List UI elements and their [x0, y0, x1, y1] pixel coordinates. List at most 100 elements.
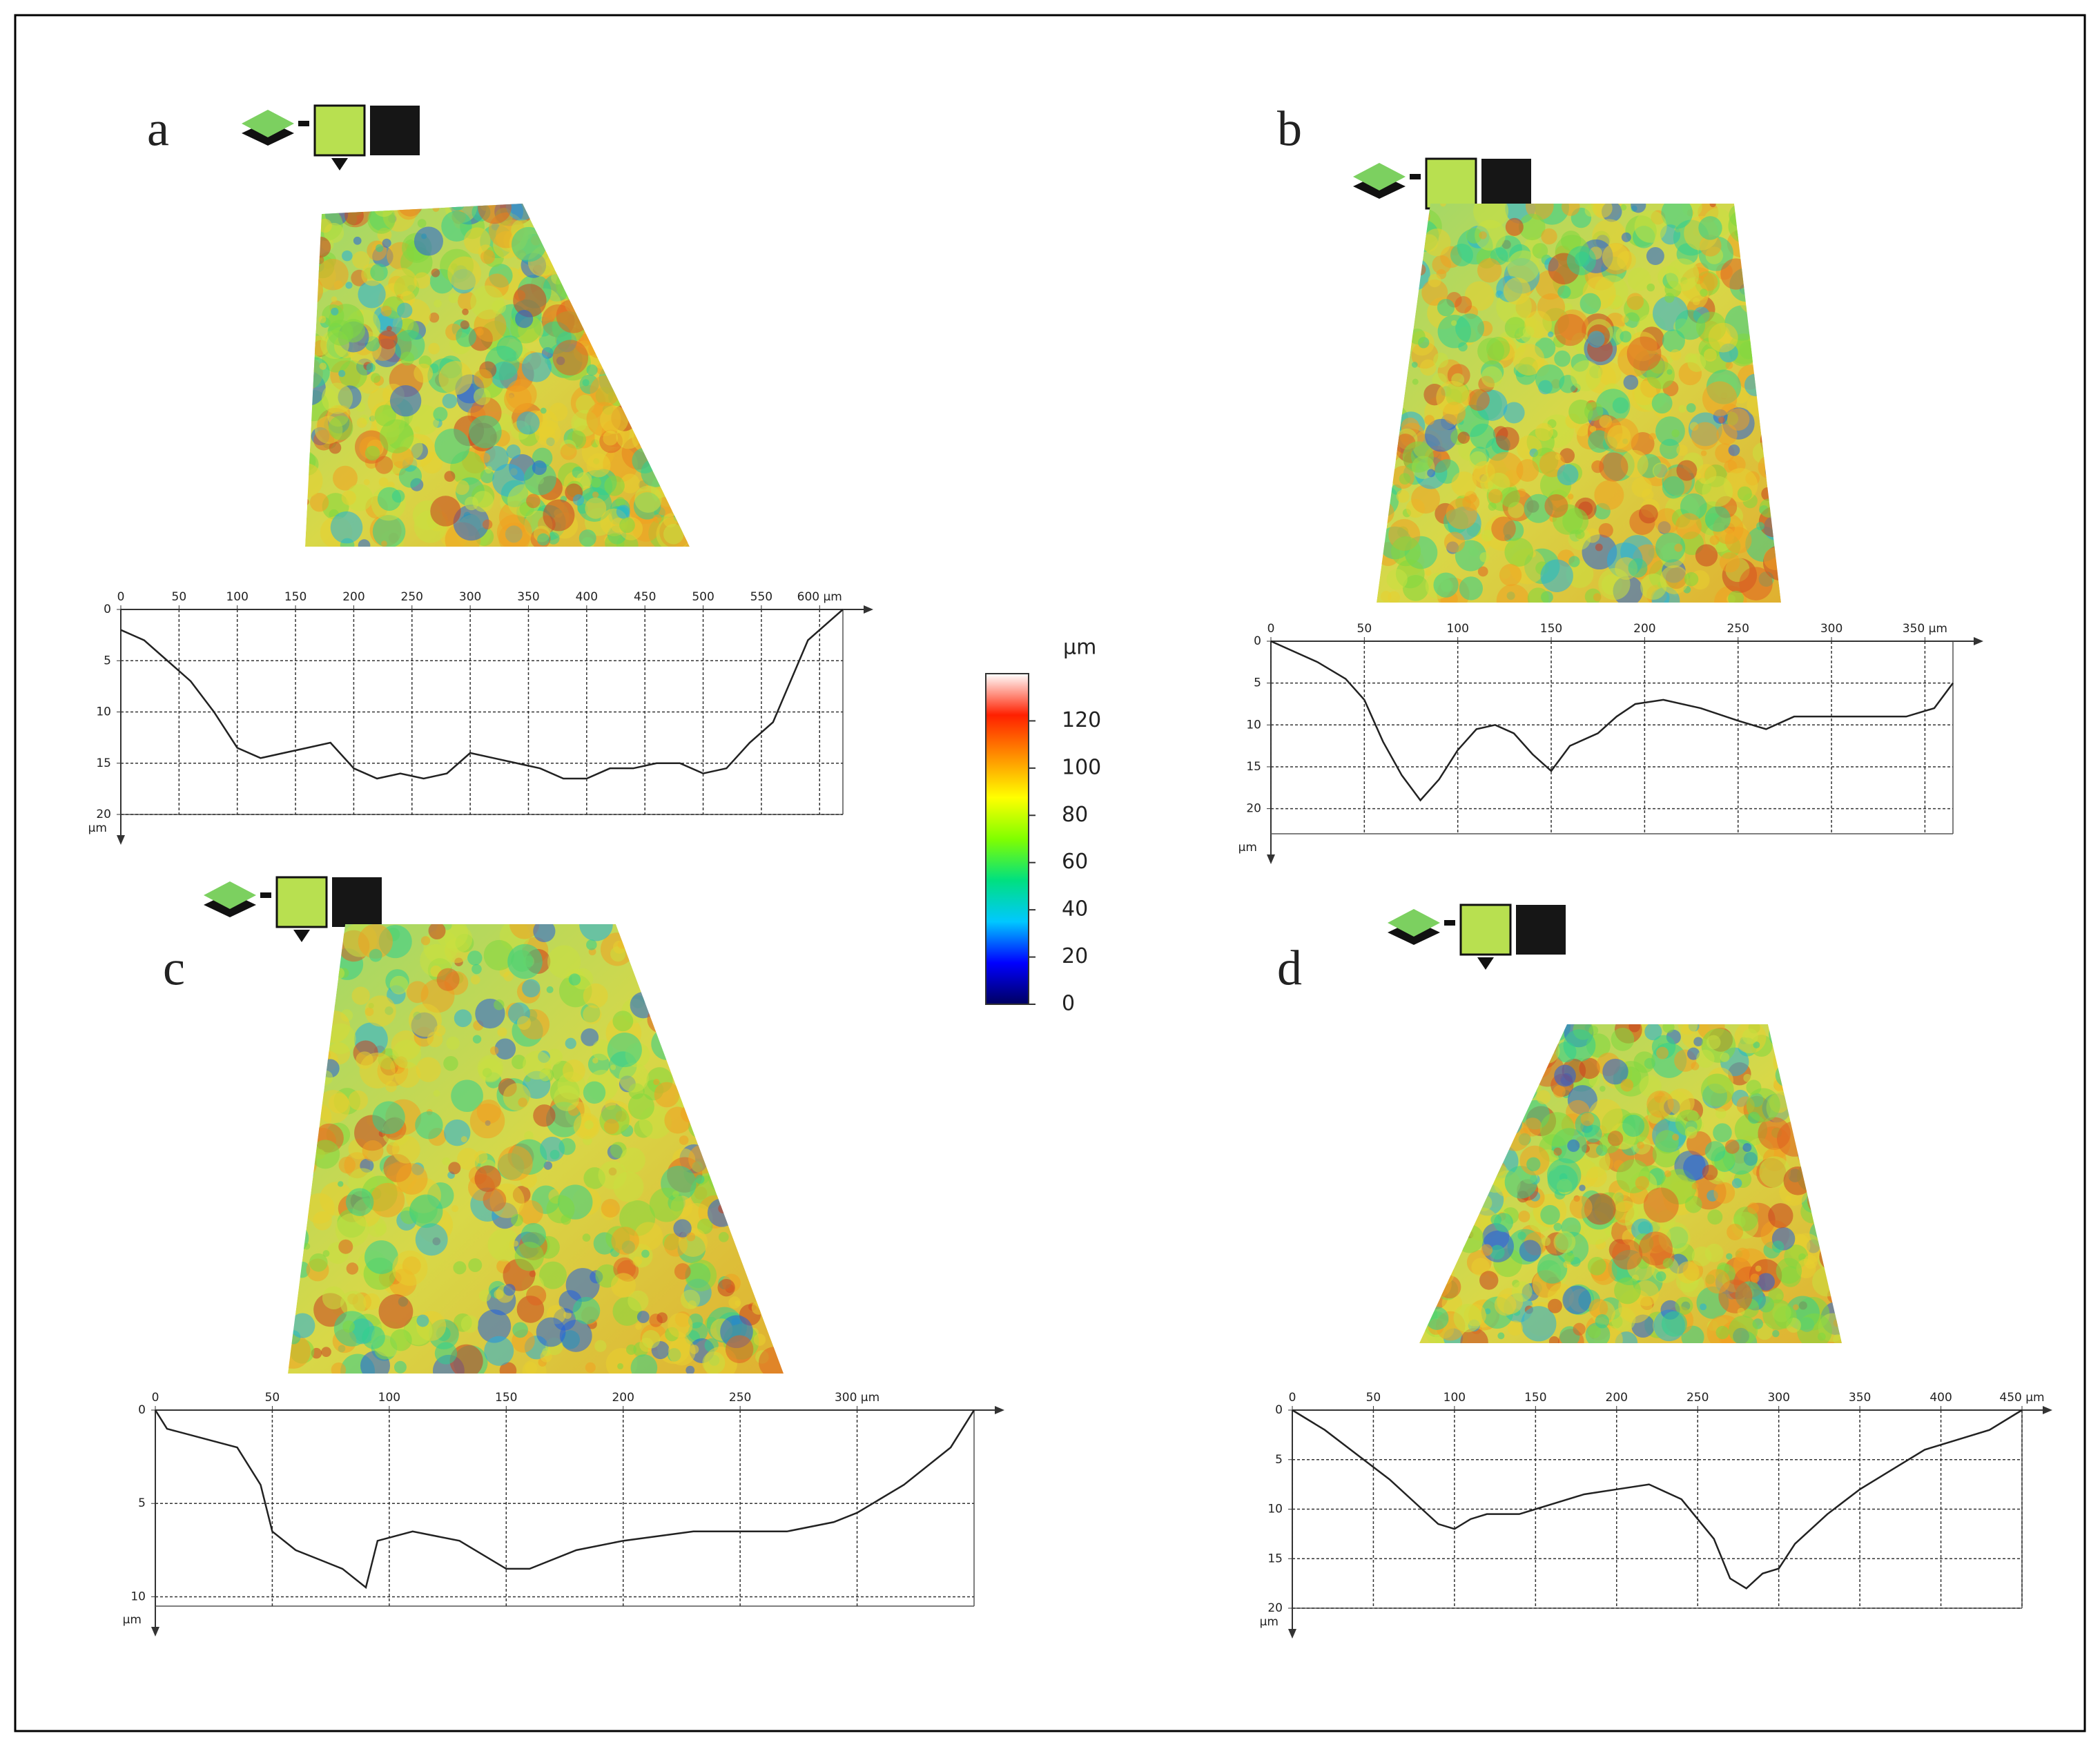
- surface-blob: [1419, 359, 1437, 376]
- surface-blob: [1429, 1250, 1453, 1274]
- surface-blob: [690, 924, 721, 952]
- surface-blob: [1419, 1051, 1443, 1081]
- surface-blob: [305, 275, 324, 306]
- surface-blob: [619, 232, 640, 253]
- surface-blob: [634, 1222, 663, 1251]
- surface-blob: [592, 1039, 613, 1061]
- surface-blob: [386, 325, 392, 332]
- surface-blob: [1384, 321, 1397, 334]
- surface-blob: [667, 1045, 695, 1073]
- surface-blob: [1527, 587, 1549, 603]
- surface-blob: [444, 471, 456, 482]
- surface-blob: [651, 1028, 684, 1060]
- surface-blob: [586, 364, 598, 376]
- surface-blob: [619, 257, 636, 275]
- surface-blob: [1467, 1024, 1486, 1043]
- surface-blob: [1503, 277, 1531, 305]
- surface-blob: [1702, 1164, 1718, 1181]
- surface-blob: [731, 1115, 746, 1130]
- surface-blob: [318, 315, 327, 324]
- surface-blob: [760, 1147, 783, 1170]
- surface-blob: [335, 1213, 369, 1247]
- surface-blob: [331, 307, 339, 315]
- surface-blob: [1428, 274, 1441, 288]
- surface-blob: [1421, 279, 1448, 306]
- icon-map: [1459, 903, 1512, 956]
- surface-blob: [1762, 1299, 1793, 1330]
- surface-blob: [1643, 1187, 1679, 1223]
- surface-blob: [358, 924, 393, 959]
- surface-blob: [676, 212, 690, 234]
- surface-blob: [1621, 232, 1631, 242]
- surface-blob: [428, 924, 446, 940]
- y-tick-label: 0: [138, 1403, 146, 1417]
- surface-blob: [1450, 1224, 1466, 1240]
- surface-blob: [1599, 452, 1629, 482]
- surface-blob: [309, 493, 329, 512]
- surface-blob: [1612, 1239, 1643, 1270]
- surface-blob: [322, 1250, 330, 1258]
- surface-blob: [673, 1219, 692, 1238]
- surface-blob: [303, 1242, 311, 1250]
- surface-blob: [1532, 243, 1548, 259]
- x-tick-label: 50: [1366, 1391, 1381, 1405]
- surface-blob: [603, 1119, 619, 1135]
- surface-blob: [764, 1024, 770, 1031]
- surface-blob: [1377, 418, 1401, 442]
- surface-blob: [378, 477, 389, 487]
- surface-blob: [723, 1069, 738, 1084]
- surface-blob: [1419, 1152, 1439, 1178]
- surface-blob: [604, 260, 626, 282]
- surface-blob: [1437, 1191, 1461, 1216]
- surface-blob: [430, 496, 461, 527]
- surface-blob: [1611, 1028, 1635, 1051]
- surface-blob: [1383, 433, 1397, 447]
- surface-blob: [396, 1163, 428, 1195]
- surface-blob: [1377, 500, 1394, 525]
- surface-blob: [318, 218, 332, 233]
- surface-blob: [1742, 1028, 1758, 1045]
- surface-blob: [1759, 290, 1781, 315]
- surface-blob: [312, 993, 336, 1016]
- x-tick-label: 50: [1357, 622, 1372, 636]
- surface-blob: [434, 299, 442, 308]
- surface-blob: [775, 1003, 784, 1015]
- surface-blob: [449, 1344, 483, 1374]
- surface-blob: [677, 415, 690, 433]
- surface-blob: [1452, 1156, 1466, 1169]
- surface-blob: [1758, 364, 1781, 396]
- surface-blob: [1662, 1024, 1675, 1033]
- surface-blob: [1691, 1246, 1712, 1267]
- surface-blob: [611, 1273, 636, 1298]
- surface-blob: [657, 204, 685, 228]
- surface-blob: [1460, 1150, 1481, 1171]
- surface-blob: [583, 1081, 606, 1104]
- surface-blob: [1457, 431, 1470, 444]
- surface-blob: [634, 293, 670, 329]
- surface-blob: [1401, 337, 1410, 346]
- x-tick-label: 200: [612, 1391, 634, 1405]
- surface-blob: [753, 1333, 766, 1346]
- surface-blob: [478, 204, 512, 224]
- surface-blob: [589, 228, 609, 248]
- surface-blob: [1448, 1122, 1462, 1135]
- surface-blob: [1708, 322, 1738, 353]
- surface-blob: [518, 1097, 528, 1107]
- surface-blob: [743, 1215, 772, 1244]
- surface-blob: [1588, 1298, 1608, 1318]
- x-tick-label: 250: [729, 1391, 751, 1405]
- surface-blob: [344, 206, 364, 226]
- surface-blob: [1797, 1152, 1808, 1162]
- surface-blob: [303, 1062, 327, 1086]
- surface-blob: [1419, 1282, 1435, 1312]
- surface-blob: [1540, 559, 1573, 592]
- surface-blob: [443, 1119, 471, 1146]
- surface-blob: [586, 939, 597, 950]
- surface-blob: [483, 939, 514, 971]
- surface-blob: [735, 1153, 752, 1170]
- surface-blob: [1705, 1269, 1730, 1294]
- surface-blob: [628, 1290, 649, 1311]
- surface-blob: [668, 340, 690, 365]
- x-tick-label: 200: [1633, 622, 1655, 636]
- surface-blob: [1735, 1247, 1750, 1262]
